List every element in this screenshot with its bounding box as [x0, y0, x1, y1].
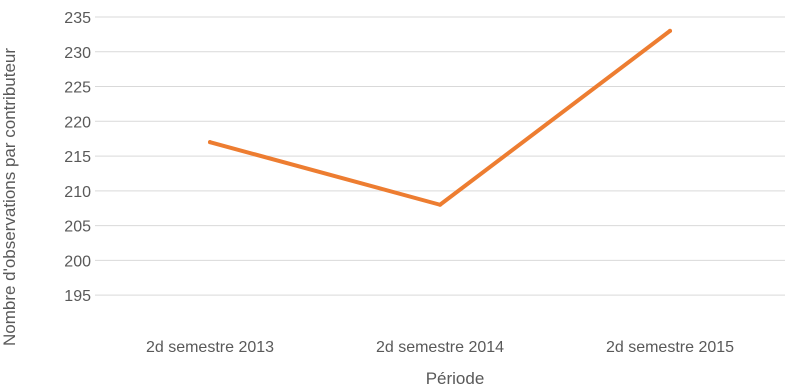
y-axis-title: Nombre d'observations par contributeur — [0, 48, 19, 346]
x-axis-title: Période — [426, 369, 485, 388]
data-point — [668, 28, 672, 33]
data-point — [438, 202, 442, 207]
y-tick-labels: 195 200 205 210 215 220 225 230 235 — [64, 10, 91, 305]
series-layer — [208, 28, 672, 207]
y-tick-label: 195 — [64, 288, 91, 305]
y-tick-label: 200 — [64, 253, 91, 270]
x-tick-labels: 2d semestre 2013 2d semestre 2014 2d semes… — [146, 339, 734, 356]
y-tick-label: 235 — [64, 10, 91, 27]
y-tick-label: 220 — [64, 114, 91, 131]
x-tick-label: 2d semestre 2014 — [376, 339, 504, 356]
x-tick-label: 2d semestre 2015 — [606, 339, 734, 356]
y-tick-label: 205 — [64, 219, 91, 236]
series-line — [208, 28, 672, 207]
y-tick-label: 225 — [64, 80, 91, 97]
grid-layer — [95, 16, 785, 296]
y-tick-label: 215 — [64, 149, 91, 166]
x-tick-label: 2d semestre 2013 — [146, 339, 274, 356]
y-tick-label: 230 — [64, 45, 91, 62]
y-tick-label: 210 — [64, 184, 91, 201]
data-point — [208, 140, 212, 145]
